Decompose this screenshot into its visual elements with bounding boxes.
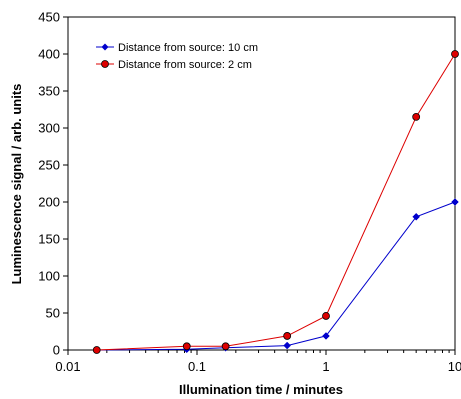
data-point: [412, 113, 421, 121]
data-point: [322, 332, 330, 340]
y-tick-label: 300: [38, 121, 60, 136]
x-tick-label: 10: [448, 359, 461, 374]
series-layer: [92, 50, 459, 354]
data-point: [182, 342, 191, 351]
y-tick-label: 150: [38, 232, 60, 247]
data-point: [412, 212, 421, 221]
data-point: [322, 312, 330, 320]
y-tick-label: 100: [38, 269, 60, 284]
plot-area: [67, 16, 456, 351]
y-tick-label: 350: [38, 84, 60, 99]
legend-marker: [101, 43, 109, 51]
x-tick-label: 0.1: [188, 359, 206, 374]
x-tick-label: 0.01: [55, 359, 80, 374]
x-axis-title: Illumination time / minutes: [179, 382, 343, 397]
data-point: [283, 341, 292, 350]
y-tick-label: 400: [38, 47, 60, 62]
legend-marker: [101, 60, 109, 68]
x-tick-label: 1: [322, 359, 329, 374]
legend-item: Distance from source: 2 cm: [96, 59, 252, 71]
series-2: [92, 50, 459, 354]
y-tick-label: 50: [46, 306, 60, 321]
y-tick-label: 250: [38, 158, 60, 173]
legend-label: Distance from source: 2 cm: [118, 59, 252, 71]
y-axis-title: Luminescence signal / arb. units: [9, 84, 24, 285]
data-point: [451, 198, 459, 206]
axes: 0 50 100 150 200 250 300 350 400 450 0.01 0.1 1 10: [38, 10, 461, 375]
legend: Distance from source: 10 cm Distance from…: [96, 42, 258, 71]
data-point: [92, 346, 101, 354]
data-point: [221, 342, 230, 351]
legend-label: Distance from source: 10 cm: [118, 42, 258, 54]
y-tick-label: 0: [53, 343, 60, 358]
data-point: [283, 332, 292, 340]
legend-item: Distance from source: 10 cm: [96, 42, 258, 54]
y-tick-label: 450: [38, 10, 60, 25]
data-point: [451, 50, 459, 58]
y-tick-label: 200: [38, 195, 60, 210]
